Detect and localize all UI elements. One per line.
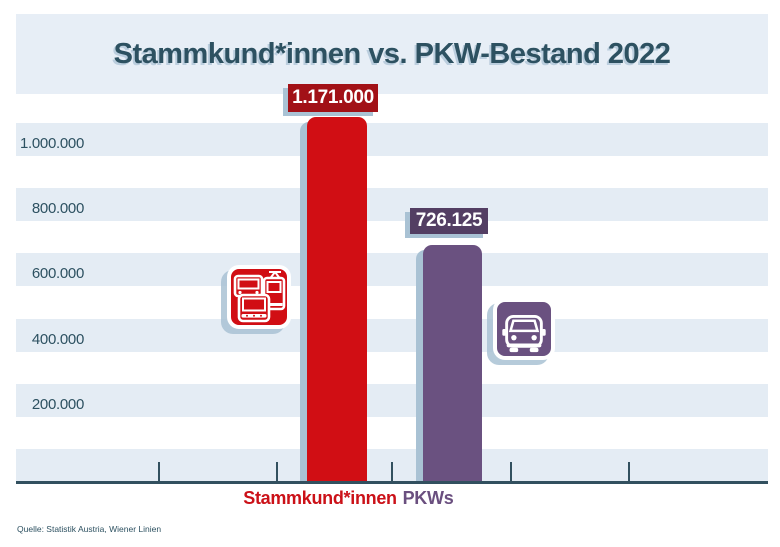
y-axis-label: 600.000: [31, 265, 84, 282]
x-axis-line: [16, 481, 768, 484]
plot-area: 1.000.000 800.000 600.000 400.000 200.00…: [16, 80, 768, 482]
car-icon: [493, 298, 555, 360]
grid-stripe: [16, 319, 768, 352]
y-axis-label: 1.000.000: [19, 135, 84, 152]
category-label-pkws: PKWs: [402, 488, 454, 508]
x-axis-tick: [158, 462, 160, 482]
grid-stripe: [16, 253, 768, 286]
bar-stammkundinnen: [307, 117, 367, 482]
x-axis-tick: [391, 462, 393, 482]
grid-stripe: [16, 123, 768, 156]
grid-stripe: [16, 384, 768, 417]
x-axis-tick: [276, 462, 278, 482]
y-axis-label: 400.000: [31, 331, 84, 348]
source-note: Quelle: Statistik Austria, Wiener Linien: [17, 524, 162, 534]
chart-title: Stammkund*innen vs. PKW-Bestand 2022: [113, 37, 671, 70]
x-axis-tick: [628, 462, 630, 482]
header-band: Stammkund*innen vs. PKW-Bestand 2022: [16, 14, 768, 94]
value-label-pkws: 726.125: [410, 208, 488, 234]
x-axis-tick: [510, 462, 512, 482]
transit-icon: [227, 265, 291, 329]
value-label-stammkundinnen: 1.171.000: [288, 84, 378, 112]
category-label-stammkundinnen: Stammkund*innen: [243, 488, 397, 508]
y-axis-label: 200.000: [31, 396, 84, 413]
bar-pkws: [423, 245, 482, 482]
y-axis-label: 800.000: [31, 200, 84, 217]
grid-stripe: [16, 188, 768, 221]
